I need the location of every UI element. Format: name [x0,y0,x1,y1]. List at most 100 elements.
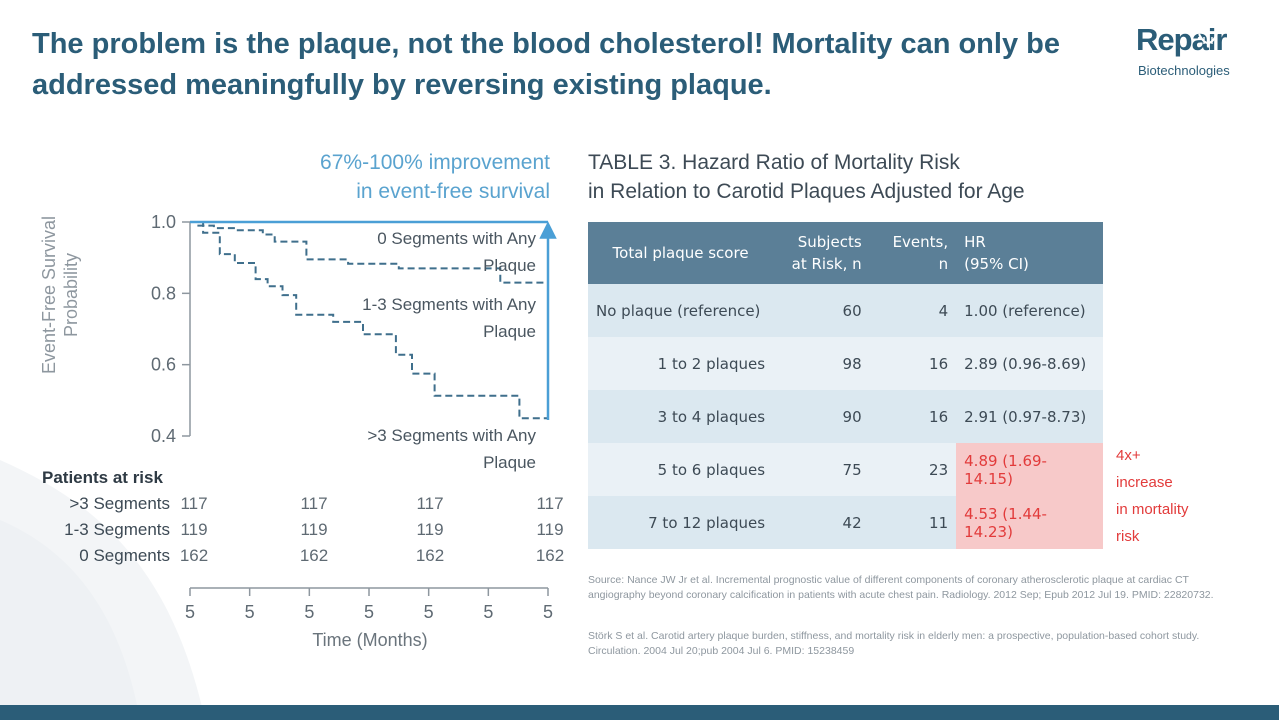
x-tick-label: 5 [423,602,434,622]
risk-value: 117 [416,494,444,513]
mortality-increase-note: 4x+ increase in mortality risk [1116,442,1216,550]
increase-line-1: 4x+ [1116,447,1141,464]
header-col3-line1: Events, [892,233,949,251]
dna-helix-icon [1198,33,1218,45]
repair-logo: Repair Biotechnologies [1136,20,1256,80]
header-total-plaque-score: Total plaque score [588,222,774,284]
improvement-line-2: in event-free survival [356,180,550,203]
series-line-1 [190,221,548,420]
y-tick-label: 0.8 [151,283,176,303]
curve-label-over-3-segments: >3 Segments with Any Plaque [330,422,536,476]
patients-at-risk-title: Patients at risk [42,468,163,487]
x-tick-label: 5 [304,602,315,622]
risk-value: 117 [180,494,208,513]
risk-row-label: 1-3 Segments [64,520,170,539]
risk-value: 119 [300,520,328,539]
cell-hr: 2.91 (0.97-8.73) [956,390,1103,443]
cell-events: 4 [869,284,957,337]
table-row: No plaque (reference) 60 4 1.00 (referen… [588,284,1103,337]
header-col4-line1: HR [964,233,986,251]
y-tick-label: 0.4 [151,426,176,446]
header-col4-line2: (95% CI) [964,255,1029,273]
cell-score: 5 to 6 plaques [588,443,774,496]
curve-label-1-3-line2: Plaque [483,322,536,341]
risk-value: 162 [299,546,329,565]
page-headline: The problem is the plaque, not the blood… [32,28,1060,101]
cell-hr: 1.00 (reference) [956,284,1103,337]
increase-line-4: risk [1116,528,1140,545]
cell-score: 3 to 4 plaques [588,390,774,443]
x-tick-label: 5 [184,602,195,622]
table-title: TABLE 3. Hazard Ratio of Mortality Risk … [588,148,1025,206]
cell-subjects: 90 [773,390,870,443]
risk-row: 0 Segments 162 162 162 162 [0,544,580,568]
cell-events: 16 [869,390,957,443]
y-tick-label: 1.0 [151,212,176,232]
risk-row: >3 Segments 117 117 117 117 [0,492,580,516]
header-events: Events, n [869,222,957,284]
x-tick-label: 5 [363,602,374,622]
risk-value: 162 [535,546,565,565]
cell-events: 16 [869,337,957,390]
curve-label-1-3-segments: 1-3 Segments with Any Plaque [330,291,536,345]
cell-hr-highlighted: 4.89 (1.69-14.15) [956,443,1103,496]
improvement-line-1: 67%-100% improvement [320,151,550,174]
x-axis-label: Time (Months) [312,630,428,650]
cell-events: 23 [869,443,957,496]
risk-value: 119 [180,520,208,539]
cell-subjects: 98 [773,337,870,390]
table-row: 1 to 2 plaques 98 16 2.89 (0.96-8.69) [588,337,1103,390]
improvement-callout: 67%-100% improvement in event-free survi… [300,148,550,206]
risk-row-label: >3 Segments [69,494,170,513]
cell-hr-highlighted: 4.53 (1.44-14.23) [956,496,1103,549]
y-axis-label: Event-Free Survival Probability [39,215,81,375]
table-title-line-2: in Relation to Carotid Plaques Adjusted … [588,180,1025,203]
hazard-ratio-table: Total plaque score Subjects at Risk, n E… [588,222,1103,549]
header-col1-text: Total plaque score [612,244,749,262]
x-tick-label: 5 [483,602,494,622]
cell-score: 7 to 12 plaques [588,496,774,549]
x-tick-label: 5 [244,602,255,622]
curve-label-1-3-line1: 1-3 Segments with Any [362,295,536,314]
cell-score: No plaque (reference) [588,284,774,337]
risk-value: 119 [536,520,564,539]
y-tick-label: 0.6 [151,355,176,375]
cell-score: 1 to 2 plaques [588,337,774,390]
x-tick-label: 5 [542,602,553,622]
cell-subjects: 75 [773,443,870,496]
curve-label-0-line2: Plaque [483,256,536,275]
logo-subtitle: Biotechnologies [1138,63,1230,78]
risk-value: 117 [300,494,328,513]
risk-value: 119 [416,520,444,539]
header-subjects-at-risk: Subjects at Risk, n [773,222,870,284]
risk-value: 162 [179,546,209,565]
curve-label-over-3-line1: >3 Segments with Any [367,426,536,445]
series-line-0 [190,221,548,284]
cell-hr: 2.89 (0.96-8.69) [956,337,1103,390]
increase-line-3: in mortality [1116,501,1189,518]
header-col3-line2: n [938,255,949,273]
table-title-line-1: TABLE 3. Hazard Ratio of Mortality Risk [588,151,960,174]
table-row: 3 to 4 plaques 90 16 2.91 (0.97-8.73) [588,390,1103,443]
header-hr-ci: HR (95% CI) [956,222,1103,284]
table-header-row: Total plaque score Subjects at Risk, n E… [588,222,1103,284]
table-row: 7 to 12 plaques 42 11 4.53 (1.44-14.23) [588,496,1103,549]
cell-subjects: 60 [773,284,870,337]
curve-label-over-3-line2: Plaque [483,453,536,472]
risk-value: 117 [536,494,564,513]
risk-row: 1-3 Segments 119 119 119 119 [0,518,580,542]
footer-bar [0,705,1279,720]
header-col2-line1: Subjects [797,233,862,251]
risk-row-label: 0 Segments [79,546,170,565]
cell-events: 11 [869,496,957,549]
cell-subjects: 42 [773,496,870,549]
header-col2-line2: at Risk, n [791,255,862,273]
increase-line-2: increase [1116,474,1173,491]
curve-label-0-segments: 0 Segments with Any Plaque [330,225,536,279]
risk-value: 162 [415,546,445,565]
table-row: 5 to 6 plaques 75 23 4.89 (1.69-14.15) [588,443,1103,496]
source-citation-2: Störk S et al. Carotid artery plaque bur… [588,630,1200,657]
curve-label-0-line1: 0 Segments with Any [377,229,536,248]
km-survival-chart: 1.0 0.8 0.6 0.4 [151,212,557,596]
source-citation-1: Source: Nance JW Jr et al. Incremental p… [588,574,1214,601]
